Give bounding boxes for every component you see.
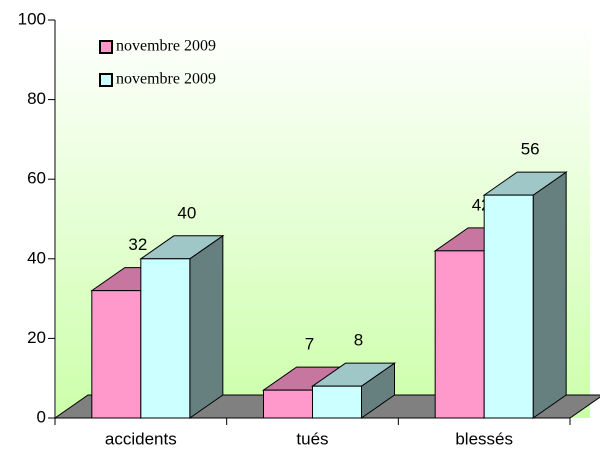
- bar: [91, 290, 142, 419]
- value-label: 7: [305, 335, 314, 354]
- x-tick-label: accidents: [105, 429, 177, 448]
- value-label: 8: [354, 331, 363, 350]
- bar-side: [189, 234, 224, 419]
- legend-swatch: [99, 73, 113, 87]
- bar: [483, 194, 534, 419]
- y-tick-label: 60: [27, 169, 46, 188]
- bar: [434, 250, 485, 419]
- legend-swatch: [99, 40, 113, 54]
- x-tick-label: blessés: [455, 429, 513, 448]
- value-label: 56: [521, 140, 540, 159]
- y-tick-label: 0: [37, 407, 46, 426]
- y-tick-label: 40: [27, 248, 46, 267]
- value-label: 40: [177, 203, 196, 222]
- value-label: 32: [128, 235, 147, 254]
- bar-side: [532, 171, 567, 419]
- y-tick-label: 100: [18, 9, 46, 28]
- y-tick-label: 80: [27, 89, 46, 108]
- legend-label: novembre 2009: [116, 38, 216, 55]
- legend-label: novembre 2009: [116, 71, 216, 88]
- x-tick-label: tués: [296, 429, 328, 448]
- bar: [263, 389, 313, 419]
- y-tick-label: 20: [27, 328, 46, 347]
- bar: [312, 385, 362, 419]
- bar: [140, 258, 191, 419]
